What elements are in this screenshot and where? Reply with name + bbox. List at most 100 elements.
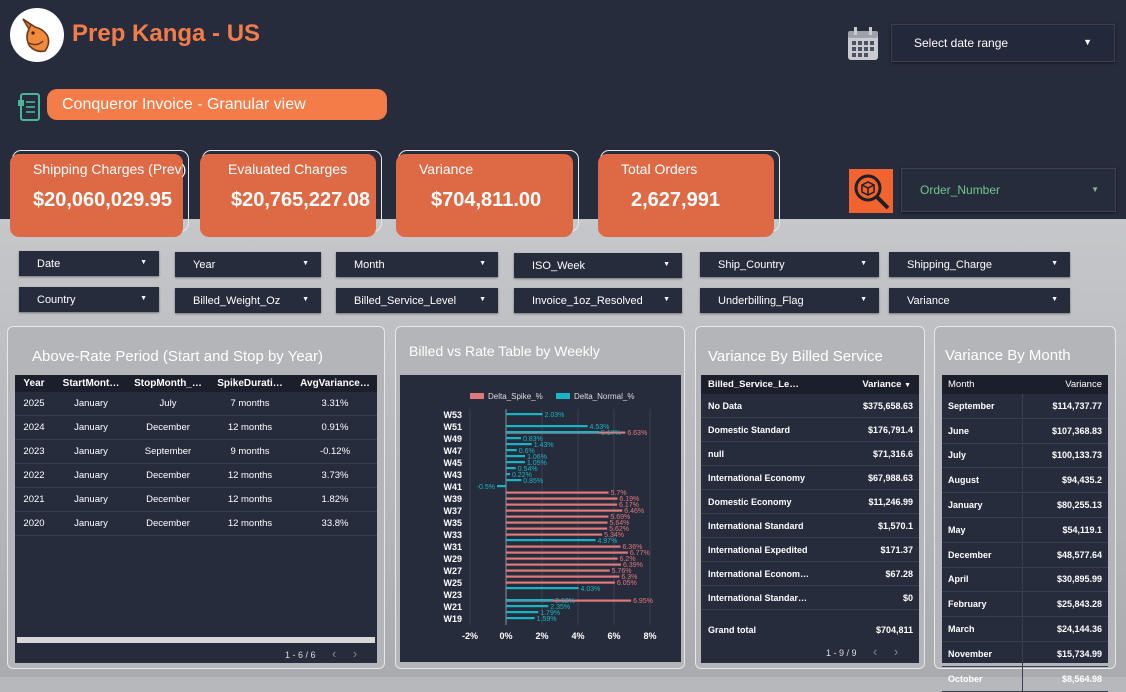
variance-by-service-panel: Variance By Billed Service Billed_Servic…	[695, 326, 925, 669]
table-row: International Econom… $67.28	[701, 561, 919, 586]
filter-year[interactable]: Year ▼	[175, 252, 321, 277]
chevron-down-icon: ▼	[860, 260, 867, 267]
normal-bar[interactable]	[506, 431, 600, 434]
data-label: 6.39%	[623, 562, 643, 569]
filter-country[interactable]: Country ▼	[19, 287, 159, 312]
month-name: August	[942, 467, 1023, 494]
normal-bar[interactable]	[506, 461, 525, 464]
data-label: 6.36%	[622, 544, 642, 551]
spike-bar[interactable]	[506, 533, 603, 536]
filter-variance[interactable]: Variance ▼	[889, 288, 1070, 313]
table-row: 2025 January July 7 months 3.31%	[15, 392, 377, 416]
kpi-label: Variance	[419, 161, 474, 177]
column-header[interactable]: AvgVariance…	[293, 375, 377, 392]
table-row: March $24,144.36	[942, 616, 1108, 642]
search-box-icon[interactable]	[849, 169, 893, 213]
normal-bar[interactable]	[506, 449, 517, 452]
normal-bar[interactable]	[506, 479, 522, 482]
normal-bar[interactable]	[506, 455, 526, 458]
table-row: December $48,577.64	[942, 542, 1108, 568]
data-label: 4.97%	[597, 538, 617, 545]
spike-bar[interactable]	[506, 509, 623, 512]
order-number-dropdown[interactable]: Order_Number ▼	[901, 168, 1116, 212]
filter-underbilling-flag[interactable]: Underbilling_Flag ▼	[700, 288, 879, 313]
normal-bar[interactable]	[506, 617, 535, 620]
normal-bar[interactable]	[497, 485, 506, 488]
spike-bar[interactable]	[506, 497, 618, 500]
normal-bar[interactable]	[506, 443, 532, 446]
spike-bar[interactable]	[506, 545, 621, 548]
chevron-right-icon[interactable]: ›	[352, 646, 358, 661]
normal-bar[interactable]	[506, 587, 579, 590]
normal-bar[interactable]	[506, 473, 510, 476]
filter-date[interactable]: Date ▼	[19, 251, 159, 276]
spike-bar[interactable]	[506, 527, 608, 530]
column-header-sorted[interactable]: Variance ▼	[843, 375, 919, 394]
filter-shipping-charge[interactable]: Shipping_Charge ▼	[889, 252, 1070, 277]
spike-bar[interactable]	[506, 515, 609, 518]
normal-bar[interactable]	[506, 539, 596, 542]
normal-bar[interactable]	[506, 611, 539, 614]
column-header[interactable]: StopMonth_…	[129, 375, 207, 392]
chevron-left-icon[interactable]: ‹	[332, 646, 337, 661]
cell: -0.12%	[293, 439, 377, 464]
y-tick-label: W33	[443, 530, 462, 540]
spike-bar[interactable]	[506, 521, 608, 524]
column-header[interactable]: Billed_Service_Le…	[701, 375, 844, 394]
table-row: 2021 January December 12 months 1.82%	[15, 487, 377, 512]
filter-iso-week[interactable]: ISO_Week ▼	[514, 253, 682, 278]
normal-bar[interactable]	[506, 467, 516, 470]
chevron-right-icon[interactable]: ›	[893, 644, 899, 659]
spike-bar[interactable]	[506, 599, 632, 602]
normal-bar[interactable]	[506, 425, 588, 428]
weekly-bar-chart: Delta_Spike_% Delta_Normal_% -2% 0% 2% 4% 6%…	[443, 392, 656, 641]
spike-bar[interactable]	[506, 491, 609, 494]
month-variance: $107,368.83	[1022, 418, 1108, 444]
normal-bar[interactable]	[506, 437, 521, 440]
panel-title: Above-Rate Period (Start and Stop by Yea…	[32, 348, 324, 365]
sort-desc-icon: ▼	[904, 382, 911, 389]
date-range-dropdown[interactable]: Select date range ▼	[891, 24, 1115, 62]
filter-month[interactable]: Month ▼	[336, 252, 498, 277]
data-label: 6.3%	[621, 574, 637, 581]
filter-ship-country[interactable]: Ship_Country ▼	[700, 252, 879, 277]
chevron-down-icon: ▼	[1091, 185, 1099, 194]
column-header[interactable]: Variance	[1022, 375, 1108, 394]
spike-bar[interactable]	[506, 563, 622, 566]
calendar-icon[interactable]	[846, 26, 880, 67]
chevron-down-icon: ▼	[663, 296, 670, 303]
month-variance: $80,255.13	[1022, 492, 1108, 518]
normal-bar[interactable]	[506, 599, 554, 602]
legend-spike-label: Delta_Spike_%	[488, 392, 543, 401]
column-header[interactable]: Year	[15, 375, 53, 392]
column-header[interactable]: Month	[942, 375, 1023, 394]
chevron-left-icon[interactable]: ‹	[873, 644, 878, 659]
normal-bar[interactable]	[506, 605, 549, 608]
filter-billed-weight[interactable]: Billed_Weight_Oz ▼	[175, 288, 321, 313]
spike-bar[interactable]	[506, 569, 610, 572]
service-table: Billed_Service_Le… Variance ▼ No Data $37…	[701, 375, 919, 610]
column-header[interactable]: StartMont…	[53, 375, 129, 392]
y-tick-label: W27	[443, 566, 462, 576]
above-rate-table: Year StartMont… StopMonth_… SpikeDurati……	[15, 375, 377, 536]
spike-bar[interactable]	[506, 557, 618, 560]
data-label: 5.64%	[610, 520, 630, 527]
above-rate-table-container: Year StartMont… StopMonth_… SpikeDurati……	[15, 375, 377, 663]
filter-billed-service-level[interactable]: Billed_Service_Level ▼	[336, 288, 498, 313]
filter-invoice-1oz-resolved[interactable]: Invoice_1oz_Resolved ▼	[514, 288, 682, 313]
cell: 2021	[15, 487, 53, 512]
spike-bar[interactable]	[506, 575, 620, 578]
month-variance: $48,577.64	[1022, 542, 1108, 568]
legend-normal-label: Delta_Normal_%	[574, 392, 634, 401]
column-header[interactable]: SpikeDurati…	[207, 375, 293, 392]
spike-bar[interactable]	[506, 503, 618, 506]
y-tick-label: W53	[443, 410, 462, 420]
horizontal-scrollbar[interactable]	[17, 637, 375, 643]
service-variance: $71,316.6	[843, 441, 919, 466]
normal-bar[interactable]	[506, 413, 543, 416]
spike-bar[interactable]	[506, 551, 628, 554]
spike-bar[interactable]	[506, 581, 615, 584]
cell: December	[129, 463, 207, 488]
filter-label: Date	[37, 257, 61, 270]
filter-label: Month	[354, 258, 385, 271]
